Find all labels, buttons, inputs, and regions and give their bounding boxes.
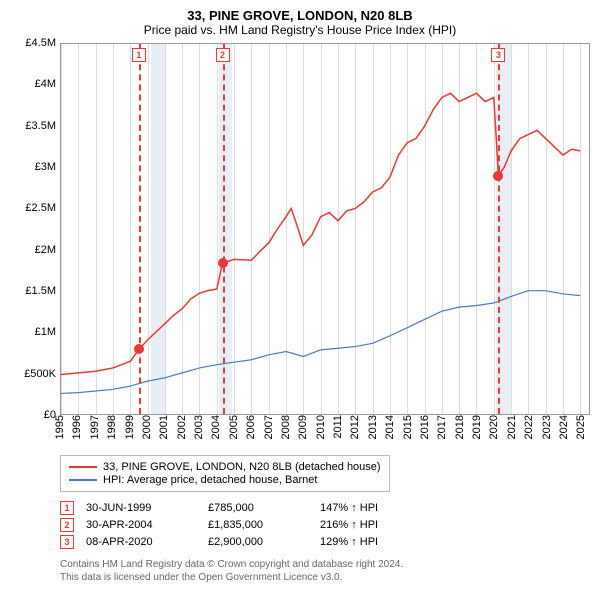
legend-swatch bbox=[69, 466, 97, 468]
sale-marker-line bbox=[498, 44, 500, 414]
chart-title: 33, PINE GROVE, LONDON, N20 8LB bbox=[10, 8, 590, 23]
sale-marker-dot bbox=[218, 258, 228, 268]
x-tick-label: 2002 bbox=[176, 415, 188, 439]
chart-row: £0£500K£1M£1.5M£2M£2.5M£3M£3.5M£4M£4.5M … bbox=[10, 43, 590, 415]
y-tick-label: £4.5M bbox=[25, 37, 56, 49]
legend: 33, PINE GROVE, LONDON, N20 8LB (detache… bbox=[60, 455, 390, 492]
x-tick-label: 2016 bbox=[419, 415, 431, 439]
sale-price: £785,000 bbox=[208, 502, 308, 514]
x-tick-label: 2001 bbox=[158, 415, 170, 439]
sale-index-box: 3 bbox=[60, 535, 74, 549]
x-tick-label: 2004 bbox=[210, 415, 222, 439]
x-tick-label: 2015 bbox=[402, 415, 414, 439]
sale-hpi-delta: 129% ↑ HPI bbox=[320, 536, 378, 548]
x-tick-label: 2013 bbox=[367, 415, 379, 439]
y-axis: £0£500K£1M£1.5M£2M£2.5M£3M£3.5M£4M£4.5M bbox=[10, 43, 60, 415]
sale-index-box: 2 bbox=[60, 518, 74, 532]
legend-label: 33, PINE GROVE, LONDON, N20 8LB (detache… bbox=[103, 461, 381, 473]
y-tick-label: £3.5M bbox=[25, 120, 56, 132]
attribution-footer: Contains HM Land Registry data © Crown c… bbox=[60, 558, 590, 584]
sale-marker-index: 3 bbox=[491, 48, 505, 62]
x-tick-label: 2019 bbox=[471, 415, 483, 439]
x-tick-label: 2010 bbox=[315, 415, 327, 439]
x-tick-label: 2020 bbox=[488, 415, 500, 439]
y-tick-label: £4M bbox=[35, 78, 56, 90]
legend-item: HPI: Average price, detached house, Barn… bbox=[69, 474, 381, 486]
x-tick-label: 2014 bbox=[384, 415, 396, 439]
x-tick-label: 2025 bbox=[575, 415, 587, 439]
sale-marker-index: 1 bbox=[132, 48, 146, 62]
table-row: 3 08-APR-2020 £2,900,000 129% ↑ HPI bbox=[60, 535, 590, 549]
x-tick-label: 2008 bbox=[280, 415, 292, 439]
x-tick-label: 2022 bbox=[523, 415, 535, 439]
x-tick-label: 2023 bbox=[541, 415, 553, 439]
x-tick-label: 1998 bbox=[106, 415, 118, 439]
table-row: 1 30-JUN-1999 £785,000 147% ↑ HPI bbox=[60, 501, 590, 515]
y-tick-label: £1.5M bbox=[25, 285, 56, 297]
x-tick-label: 1997 bbox=[89, 415, 101, 439]
sale-index-box: 1 bbox=[60, 501, 74, 515]
y-tick-label: £1M bbox=[35, 326, 56, 338]
x-ticks: 1995199619971998199920002001200220032004… bbox=[60, 415, 590, 449]
sale-marker-line bbox=[139, 44, 141, 414]
x-axis: 1995199619971998199920002001200220032004… bbox=[60, 415, 590, 449]
x-tick-label: 2021 bbox=[506, 415, 518, 439]
legend-label: HPI: Average price, detached house, Barn… bbox=[103, 474, 317, 486]
sale-date: 30-APR-2004 bbox=[86, 519, 196, 531]
y-tick-label: £2.5M bbox=[25, 202, 56, 214]
x-tick-label: 2005 bbox=[228, 415, 240, 439]
sales-table: 1 30-JUN-1999 £785,000 147% ↑ HPI 2 30-APR-20… bbox=[60, 498, 590, 552]
y-tick-label: £500K bbox=[24, 368, 56, 380]
footer-line: This data is licensed under the Open Gov… bbox=[60, 571, 590, 584]
footer-line: Contains HM Land Registry data © Crown c… bbox=[60, 558, 590, 571]
x-tick-label: 2006 bbox=[245, 415, 257, 439]
x-tick-label: 2009 bbox=[297, 415, 309, 439]
sale-marker-dot bbox=[134, 344, 144, 354]
y-tick-label: £2M bbox=[35, 244, 56, 256]
sale-marker-dot bbox=[493, 171, 503, 181]
x-tick-label: 2007 bbox=[263, 415, 275, 439]
sale-marker-line bbox=[223, 44, 225, 414]
x-tick-label: 1996 bbox=[71, 415, 83, 439]
sale-price: £1,835,000 bbox=[208, 519, 308, 531]
chart-subtitle: Price paid vs. HM Land Registry's House … bbox=[10, 23, 590, 37]
x-tick-label: 2024 bbox=[558, 415, 570, 439]
legend-item: 33, PINE GROVE, LONDON, N20 8LB (detache… bbox=[69, 461, 381, 473]
plot-area: 1 2 3 bbox=[60, 43, 590, 415]
y-tick-label: £3M bbox=[35, 161, 56, 173]
sale-hpi-delta: 216% ↑ HPI bbox=[320, 519, 378, 531]
chart-container: 33, PINE GROVE, LONDON, N20 8LB Price pa… bbox=[0, 0, 600, 590]
sale-marker-index: 2 bbox=[216, 48, 230, 62]
x-tick-label: 2011 bbox=[332, 415, 344, 439]
legend-swatch bbox=[69, 479, 97, 481]
x-tick-label: 2018 bbox=[454, 415, 466, 439]
x-tick-label: 2017 bbox=[436, 415, 448, 439]
x-tick-label: 2012 bbox=[349, 415, 361, 439]
sale-date: 08-APR-2020 bbox=[86, 536, 196, 548]
x-tick-label: 1995 bbox=[54, 415, 66, 439]
sale-date: 30-JUN-1999 bbox=[86, 502, 196, 514]
table-row: 2 30-APR-2004 £1,835,000 216% ↑ HPI bbox=[60, 518, 590, 532]
x-tick-label: 1999 bbox=[124, 415, 136, 439]
x-tick-label: 2003 bbox=[193, 415, 205, 439]
sale-hpi-delta: 147% ↑ HPI bbox=[320, 502, 378, 514]
x-tick-label: 2000 bbox=[141, 415, 153, 439]
sale-price: £2,900,000 bbox=[208, 536, 308, 548]
